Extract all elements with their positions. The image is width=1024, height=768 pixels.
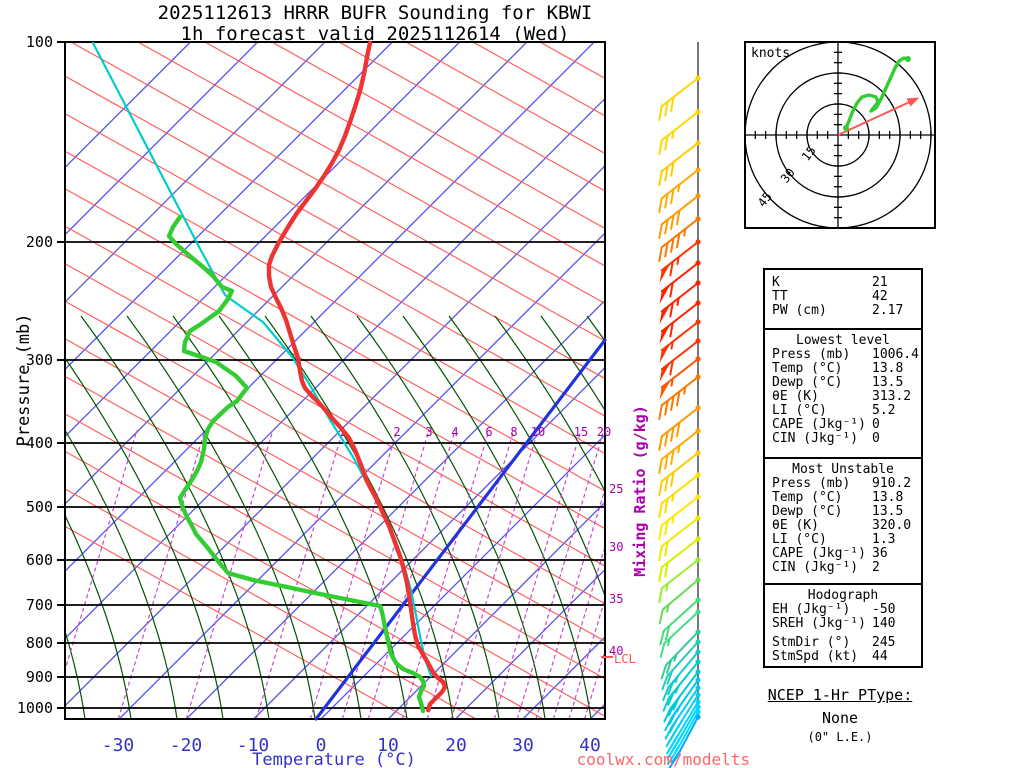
stat-label: Press (mb) [772, 476, 851, 491]
stat-value: 2 [872, 560, 880, 575]
stat-value: 0 [872, 431, 880, 446]
index-value: 21 [872, 275, 888, 290]
stat-label: CIN (Jkg⁻¹) [772, 431, 859, 446]
svg-text:6: 6 [485, 425, 492, 439]
stat-value: 1006.4 [872, 347, 919, 362]
indices-section: K 21 TT 42 PW (cm) 2.17 [765, 270, 921, 328]
stat-label: Temp (°C) [772, 361, 843, 376]
index-label: PW (cm) [772, 303, 827, 318]
svg-text:400: 400 [26, 434, 53, 452]
svg-text:40: 40 [579, 735, 601, 756]
stat-value: 140 [872, 616, 896, 631]
stat-label: Dewp (°C) [772, 504, 843, 519]
svg-text:25: 25 [609, 482, 623, 496]
svg-text:1000: 1000 [17, 699, 53, 717]
indices-table: K 21 TT 42 PW (cm) 2.17 Lowest level Press … [763, 268, 923, 668]
hodograph-stats-section: Hodograph EH (Jkg⁻¹) -50 SREH (Jkg⁻¹) 140 … [765, 583, 921, 664]
svg-text:100: 100 [26, 33, 53, 51]
index-label: TT [772, 289, 788, 304]
stat-value: -50 [872, 602, 896, 617]
ptype-title: NCEP 1-Hr PType: [767, 686, 913, 704]
stat-value: 1.3 [872, 532, 896, 547]
stat-value: 36 [872, 546, 888, 561]
lowest-level-section: Lowest level Press (mb) 1006.4 Temp (°C) 1… [765, 328, 921, 457]
svg-text:35: 35 [609, 592, 623, 606]
stat-label: CAPE (Jkg⁻¹) [772, 417, 866, 432]
svg-text:8: 8 [510, 425, 517, 439]
svg-text:500: 500 [26, 498, 53, 516]
most-unstable-section: Most Unstable Press (mb) 910.2 Temp (°C) 1… [765, 457, 921, 583]
stat-value: 13.8 [872, 490, 904, 505]
stat-label: Temp (°C) [772, 490, 843, 505]
svg-text:10: 10 [377, 735, 399, 756]
stat-label: SREH (Jkg⁻¹) [772, 616, 866, 631]
index-value: 2.17 [872, 303, 904, 318]
svg-text:200: 200 [26, 233, 53, 251]
section-header: Most Unstable [792, 462, 894, 477]
stat-label: LI (°C) [772, 532, 827, 547]
stat-value: 320.0 [872, 518, 912, 533]
stat-label: StmSpd (kt) [772, 649, 859, 664]
stat-label: EH (Jkg⁻¹) [772, 602, 851, 617]
svg-text:700: 700 [26, 596, 53, 614]
svg-text:600: 600 [26, 551, 53, 569]
svg-text:2: 2 [393, 425, 400, 439]
svg-text:3: 3 [425, 425, 432, 439]
stat-label: Press (mb) [772, 347, 851, 362]
index-value: 42 [872, 289, 888, 304]
svg-text:30: 30 [512, 735, 534, 756]
stat-value: 245 [872, 635, 896, 650]
ptype-value: None [821, 709, 859, 727]
stat-value: 0 [872, 417, 880, 432]
mixing-ratio-axis-label: Mixing Ratio (g/kg) [631, 405, 649, 577]
svg-text:30: 30 [609, 540, 623, 554]
svg-text:40: 40 [609, 644, 623, 658]
stat-label: θE (K) [772, 518, 819, 533]
temperature-axis-label: Temperature (°C) [252, 750, 416, 768]
section-header: Lowest level [796, 333, 890, 348]
svg-text:300: 300 [26, 351, 53, 369]
stat-value: 13.5 [872, 504, 904, 519]
stat-value: 44 [872, 649, 888, 664]
svg-text:900: 900 [26, 668, 53, 686]
svg-text:0: 0 [316, 735, 327, 756]
stat-value: 13.8 [872, 361, 904, 376]
svg-text:-20: -20 [170, 735, 203, 756]
pressure-axis-label: Pressure (mb) [14, 313, 34, 447]
ptype-note: (0" L.E.) [807, 730, 873, 744]
svg-text:LCL: LCL [614, 652, 636, 666]
svg-text:800: 800 [26, 634, 53, 652]
svg-text:-30: -30 [102, 735, 135, 756]
ptype-block: NCEP 1-Hr PType: None (0" L.E.) [745, 686, 935, 744]
stat-label: StmDir (°) [772, 635, 851, 650]
svg-text:10: 10 [531, 425, 545, 439]
watermark-link[interactable]: coolwx.com/modelts [576, 750, 750, 768]
svg-text:20: 20 [445, 735, 467, 756]
stat-value: 313.2 [872, 389, 912, 404]
index-label: K [772, 275, 780, 290]
svg-text:20: 20 [597, 425, 611, 439]
stat-value: 5.2 [872, 403, 896, 418]
hodograph-units-label: knots [751, 46, 791, 61]
stat-label: CIN (Jkg⁻¹) [772, 560, 859, 575]
svg-text:-10: -10 [237, 735, 270, 756]
stat-value: 13.5 [872, 375, 904, 390]
stat-value: 910.2 [872, 476, 912, 491]
page-title: 2025112613 HRRR BUFR Sounding for KBWI [157, 2, 593, 24]
svg-text:15: 15 [574, 425, 588, 439]
stat-label: CAPE (Jkg⁻¹) [772, 546, 866, 561]
stat-label: θE (K) [772, 389, 819, 404]
stat-label: LI (°C) [772, 403, 827, 418]
svg-text:4: 4 [451, 425, 458, 439]
page-subtitle: 1h forecast valid 2025112614 (Wed) [180, 23, 570, 45]
stat-label: Dewp (°C) [772, 375, 843, 390]
section-header: Hodograph [807, 588, 879, 603]
